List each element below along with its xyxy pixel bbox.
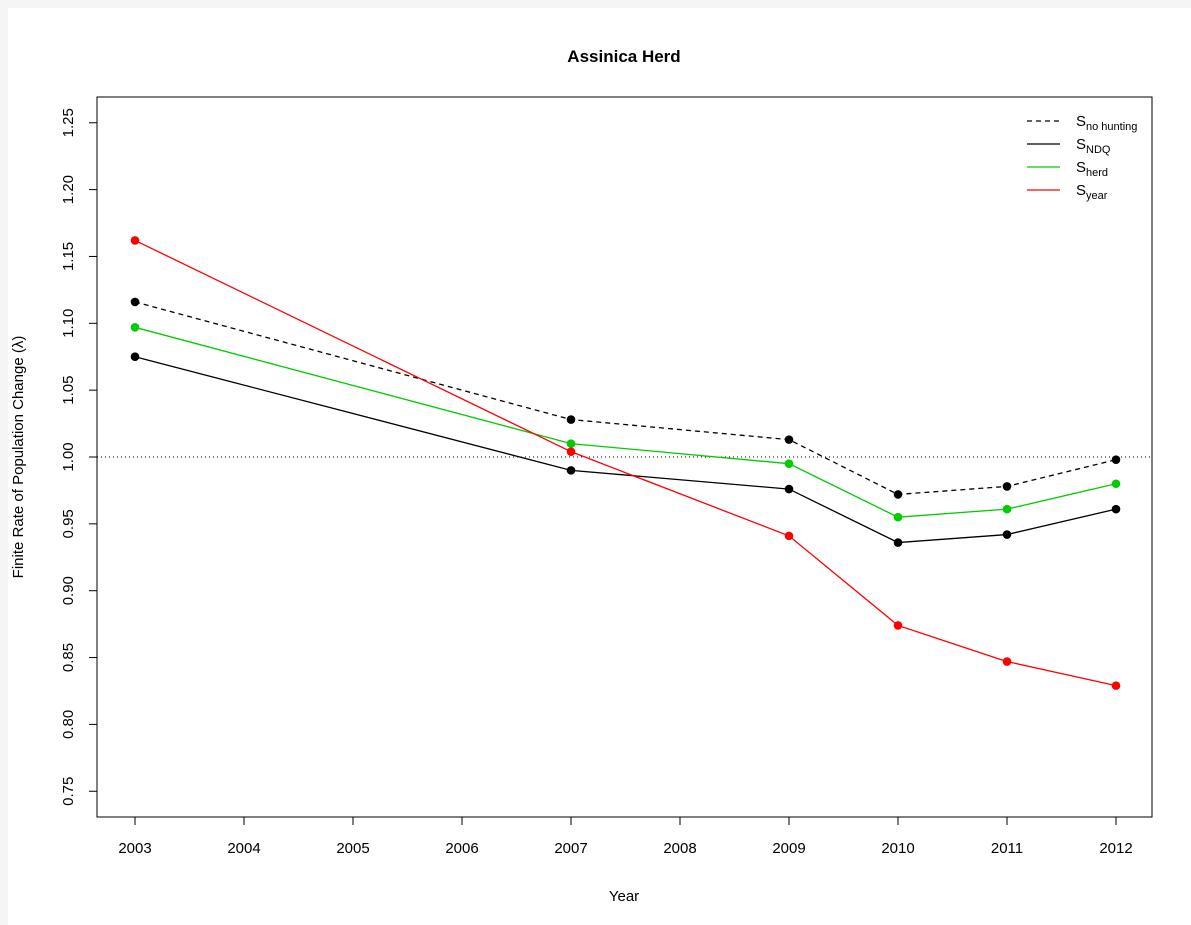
data-point-herd <box>1002 504 1012 514</box>
data-point-ndq <box>130 352 140 362</box>
data-point-herd <box>130 323 140 332</box>
data-point-year <box>893 621 903 630</box>
data-point-ndq <box>1002 530 1012 539</box>
series-line-no-hunting <box>134 301 1117 496</box>
y-tick-label: 0.90 <box>60 576 77 605</box>
y-axis-title: Finite Rate of Population Change (λ) <box>10 336 27 579</box>
data-point-ndq <box>784 484 794 494</box>
legend: Sno hunting SNDQ Sherd Syear <box>1027 113 1137 202</box>
data-point-no-hunting <box>130 297 140 307</box>
x-axis-title: Year <box>609 888 639 905</box>
series-line-herd <box>134 326 1117 518</box>
data-point-no-hunting <box>566 415 576 424</box>
y-tick-label: 1.10 <box>60 309 77 338</box>
y-tick-label: 0.80 <box>60 710 77 739</box>
legend-label: Sno hunting <box>1076 113 1137 133</box>
data-point-year <box>1002 657 1012 666</box>
y-tick-label: 1.15 <box>60 242 77 271</box>
data-point-ndq <box>1111 504 1121 514</box>
x-tick-label: 2006 <box>445 840 478 857</box>
x-tick-label: 2008 <box>663 840 696 857</box>
legend-label: Syear <box>1076 182 1108 202</box>
y-tick-label: 1.05 <box>60 376 77 405</box>
x-tick-label: 2004 <box>227 840 260 857</box>
data-point-herd <box>566 439 576 448</box>
data-point-herd <box>893 512 903 522</box>
x-tick-label: 2005 <box>336 840 369 857</box>
series-line-year <box>134 239 1117 687</box>
data-point-year <box>1111 681 1121 690</box>
x-tick-label: 2007 <box>554 840 587 857</box>
legend-label: Sherd <box>1076 159 1108 179</box>
x-tick-label: 2009 <box>772 840 805 857</box>
x-tick-label: 2012 <box>1099 840 1132 857</box>
legend-label: SNDQ <box>1076 136 1111 156</box>
data-point-ndq <box>893 538 903 547</box>
series-line-ndq <box>134 356 1117 544</box>
data-point-no-hunting <box>1002 482 1012 491</box>
data-point-year <box>566 447 576 456</box>
data-point-herd <box>784 459 794 468</box>
x-tick-label: 2003 <box>118 840 151 857</box>
y-tick-label: 1.20 <box>60 175 77 204</box>
y-tick-label: 1.25 <box>60 108 77 137</box>
data-point-year <box>130 236 140 245</box>
data-point-no-hunting <box>893 490 903 499</box>
y-tick-label: 1.00 <box>60 442 77 471</box>
y-tick-label: 0.95 <box>60 509 77 538</box>
data-point-herd <box>1111 479 1121 489</box>
data-point-year <box>784 531 794 541</box>
y-tick-label: 0.75 <box>60 777 77 806</box>
plot-background <box>8 8 1191 925</box>
x-tick-label: 2011 <box>991 840 1023 857</box>
data-point-ndq <box>566 466 576 475</box>
y-tick-label: 0.85 <box>60 643 77 672</box>
data-point-no-hunting <box>784 435 794 444</box>
x-tick-label: 2010 <box>881 840 914 857</box>
chart-title: Assinica Herd <box>567 47 680 66</box>
data-point-no-hunting <box>1111 455 1121 464</box>
